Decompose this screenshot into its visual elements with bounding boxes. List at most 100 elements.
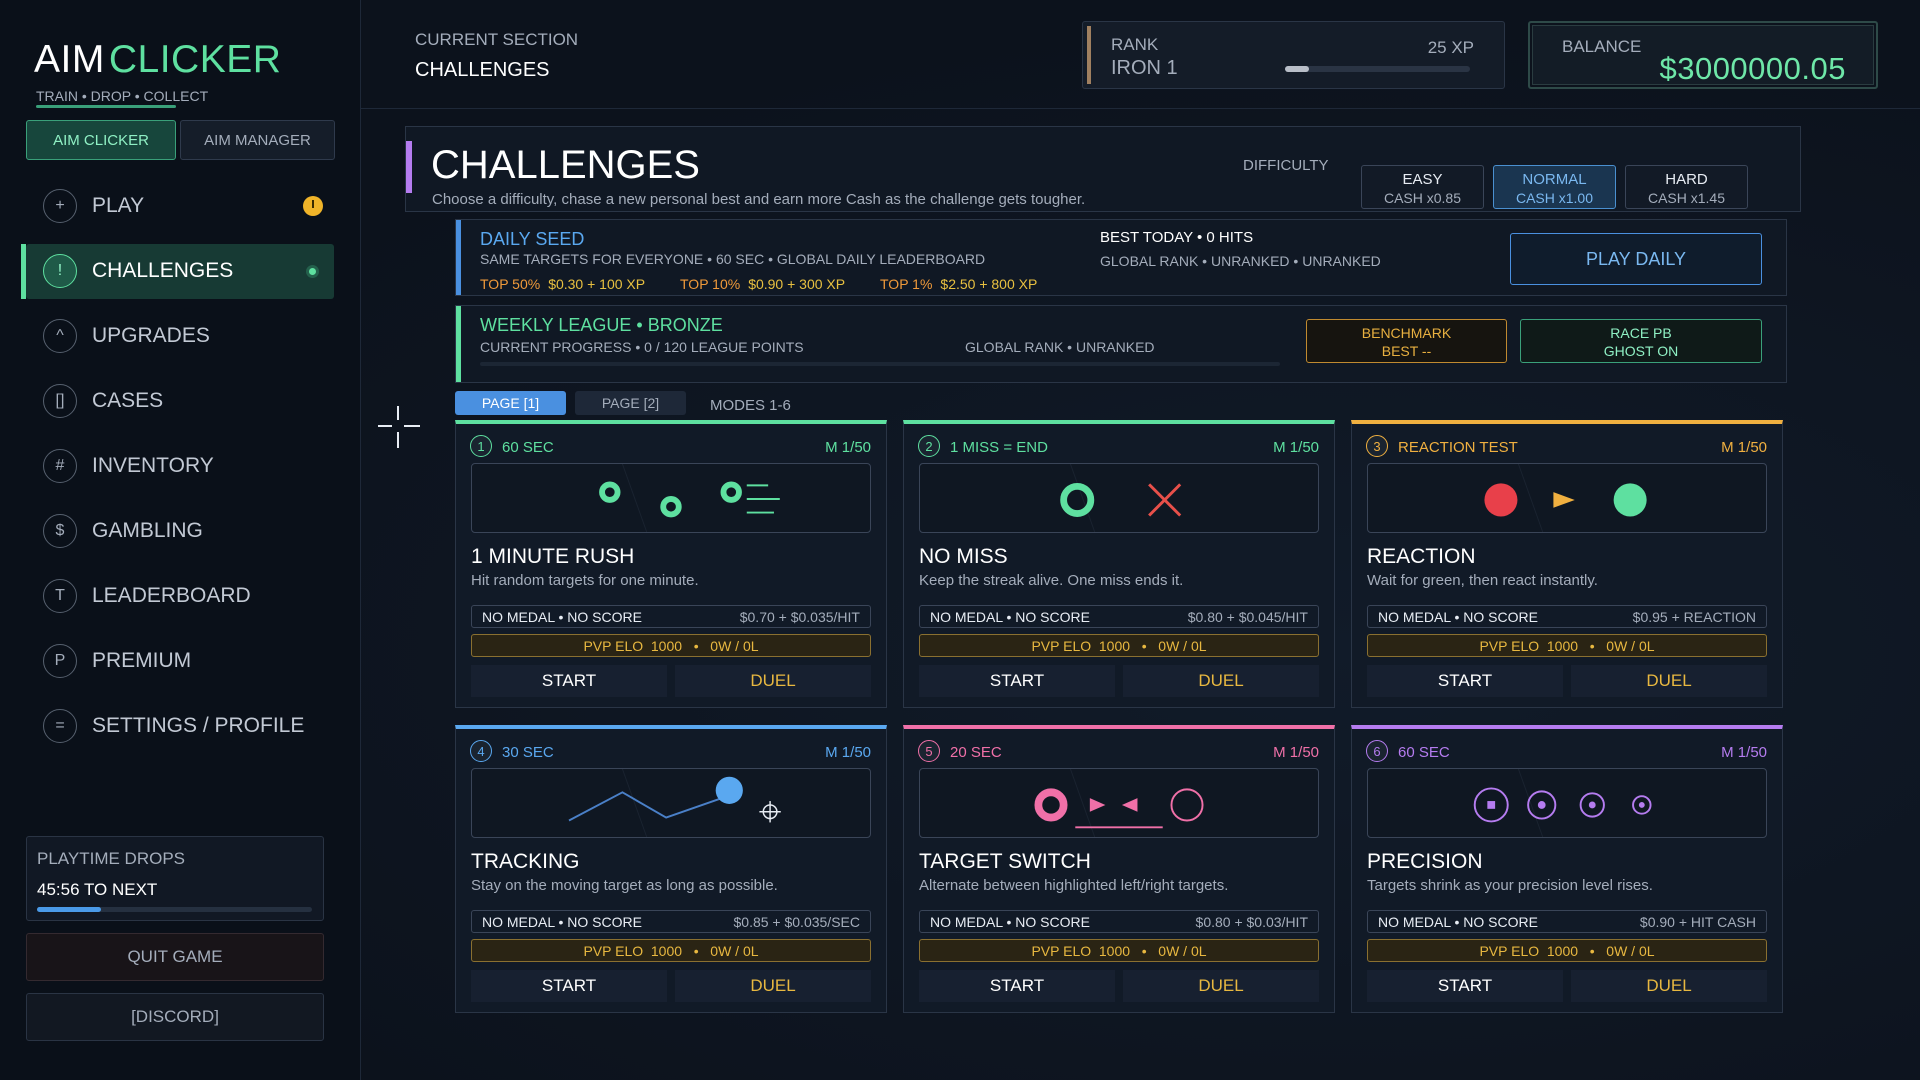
daily-accent [456, 220, 461, 295]
card-duration: 60 SEC [1398, 744, 1450, 761]
nav-label: CASES [92, 389, 164, 412]
nav-item[interactable]: ^ UPGRADES [26, 309, 334, 364]
nav-item[interactable]: P PREMIUM [26, 634, 334, 689]
card-status: NO MEDAL • NO SCORE [1378, 914, 1538, 930]
card-duration: 1 MISS = END [950, 439, 1048, 456]
tab[interactable]: AIM MANAGER [180, 120, 335, 160]
nav-icon: = [43, 709, 77, 743]
card-title: PRECISION [1367, 850, 1483, 873]
start-button[interactable]: START [919, 665, 1115, 697]
playtime-fill [37, 907, 101, 912]
daily-best: BEST TODAY • 0 HITS [1100, 229, 1254, 246]
duel-button[interactable]: DUEL [675, 970, 871, 1002]
playtime-box: PLAYTIME DROPS 45:56 TO NEXT [26, 836, 324, 921]
nav-status-dot [309, 268, 316, 275]
reward-tier: TOP 50% [480, 276, 541, 292]
nav-item[interactable]: # INVENTORY [26, 439, 334, 494]
nav-alert [303, 196, 323, 216]
start-button[interactable]: START [919, 970, 1115, 1002]
challenges-header: CHALLENGES Choose a difficulty, chase a n… [405, 126, 1801, 212]
play-daily-button[interactable]: PLAY DAILY [1510, 233, 1762, 285]
card-status-row: NO MEDAL • NO SCORE $0.90 + HIT CASH [1367, 910, 1767, 933]
challenge-card: 4 30 SEC M 1/50 TRACKING Stay on the moving … [455, 725, 887, 1013]
reward-value: $2.50 + 800 XP [940, 276, 1038, 292]
page-tab-active[interactable]: PAGE [1] [455, 391, 566, 415]
nav-item[interactable]: $ GAMBLING [26, 504, 334, 559]
challenge-card: 5 20 SEC M 1/50 TARGET SWITCH Alternate betw… [903, 725, 1335, 1013]
card-pvp: PVP ELO 1000 • 0W / 0L [919, 634, 1319, 657]
main-panel [361, 108, 1920, 1080]
discord-button[interactable]: [DISCORD] [26, 993, 324, 1041]
preview-art [1473, 768, 1652, 838]
card-number: 4 [470, 740, 492, 762]
cursor-crosshair [378, 406, 420, 448]
benchmark-button[interactable]: BENCHMARK BEST -- [1306, 319, 1507, 363]
card-duration: 30 SEC [502, 744, 554, 761]
daily-rank: GLOBAL RANK • UNRANKED • UNRANKED [1100, 253, 1381, 269]
start-button[interactable]: START [471, 970, 667, 1002]
duel-button[interactable]: DUEL [1571, 665, 1767, 697]
card-status-row: NO MEDAL • NO SCORE $0.70 + $0.035/HIT [471, 605, 871, 628]
nav-item[interactable]: + PLAY [26, 179, 334, 234]
logo-clicker: CLICKER [108, 38, 282, 81]
card-medals: M 1/50 [1273, 744, 1319, 761]
card-description: Targets shrink as your precision level r… [1367, 877, 1653, 894]
difficulty-button[interactable]: EASY CASH x0.85 [1361, 165, 1484, 209]
nav-icon: ^ [43, 319, 77, 353]
nav-label: SETTINGS / PROFILE [92, 714, 305, 737]
card-medals: M 1/50 [1721, 744, 1767, 761]
difficulty-button[interactable]: HARD CASH x1.45 [1625, 165, 1748, 209]
card-status: NO MEDAL • NO SCORE [482, 914, 642, 930]
card-pvp: PVP ELO 1000 • 0W / 0L [1367, 634, 1767, 657]
nav-item[interactable]: = SETTINGS / PROFILE [26, 699, 334, 754]
rank-box: RANK IRON 1 25 XP [1082, 21, 1505, 89]
page-tab[interactable]: PAGE [2] [575, 391, 686, 415]
start-button[interactable]: START [471, 665, 667, 697]
nav-item[interactable]: [] CASES [26, 374, 334, 429]
card-pvp: PVP ELO 1000 • 0W / 0L [471, 634, 871, 657]
nav-label: UPGRADES [92, 324, 210, 347]
logo-aim: AIM [34, 38, 105, 81]
preview-art [1034, 768, 1204, 838]
section-name: CHALLENGES [415, 59, 550, 81]
duel-button[interactable]: DUEL [675, 665, 871, 697]
duel-button[interactable]: DUEL [1571, 970, 1767, 1002]
challenge-card: 3 REACTION TEST M 1/50 REACTION Wait for gre… [1351, 420, 1783, 708]
rank-tier: IRON 1 [1111, 57, 1178, 79]
weekly-title: WEEKLY LEAGUE • BRONZE [480, 315, 723, 335]
modes-label: MODES 1-6 [710, 397, 791, 414]
start-button[interactable]: START [1367, 970, 1563, 1002]
nav-label: PLAY [92, 194, 145, 217]
crosshair-icon [378, 406, 420, 448]
nav-icon: [] [43, 384, 77, 418]
rank-track [1285, 66, 1470, 72]
duel-button[interactable]: DUEL [1123, 970, 1319, 1002]
race-pb-button[interactable]: RACE PB GHOST ON [1520, 319, 1762, 363]
tagline-underline [36, 105, 176, 108]
nav-item[interactable]: ! CHALLENGES [26, 244, 334, 299]
card-reward: $0.70 + $0.035/HIT [739, 609, 860, 625]
card-medals: M 1/50 [1721, 439, 1767, 456]
quit-button[interactable]: QUIT GAME [26, 933, 324, 981]
start-button[interactable]: START [1367, 665, 1563, 697]
nav-label: PREMIUM [92, 649, 192, 672]
balance-box: BALANCE $3000000.05 [1528, 21, 1878, 89]
race-title: RACE PB [1610, 325, 1672, 341]
card-preview [471, 463, 871, 533]
nav-item[interactable]: T LEADERBOARD [26, 569, 334, 624]
tab-active[interactable]: AIM CLICKER [26, 120, 176, 160]
difficulty-name: EASY [1402, 171, 1443, 188]
difficulty-button[interactable]: NORMAL CASH x1.00 [1493, 165, 1616, 209]
preview-art [568, 768, 781, 838]
section-label: CURRENT SECTION [415, 30, 579, 49]
card-number: 1 [470, 435, 492, 457]
duel-button[interactable]: DUEL [1123, 665, 1319, 697]
balance-amount: $3000000.05 [1659, 51, 1846, 86]
card-preview [1367, 768, 1767, 838]
card-status: NO MEDAL • NO SCORE [930, 914, 1090, 930]
card-status-row: NO MEDAL • NO SCORE $0.80 + $0.03/HIT [919, 910, 1319, 933]
card-preview [471, 768, 871, 838]
challenges-title: CHALLENGES [431, 143, 700, 187]
card-status-row: NO MEDAL • NO SCORE $0.80 + $0.045/HIT [919, 605, 1319, 628]
